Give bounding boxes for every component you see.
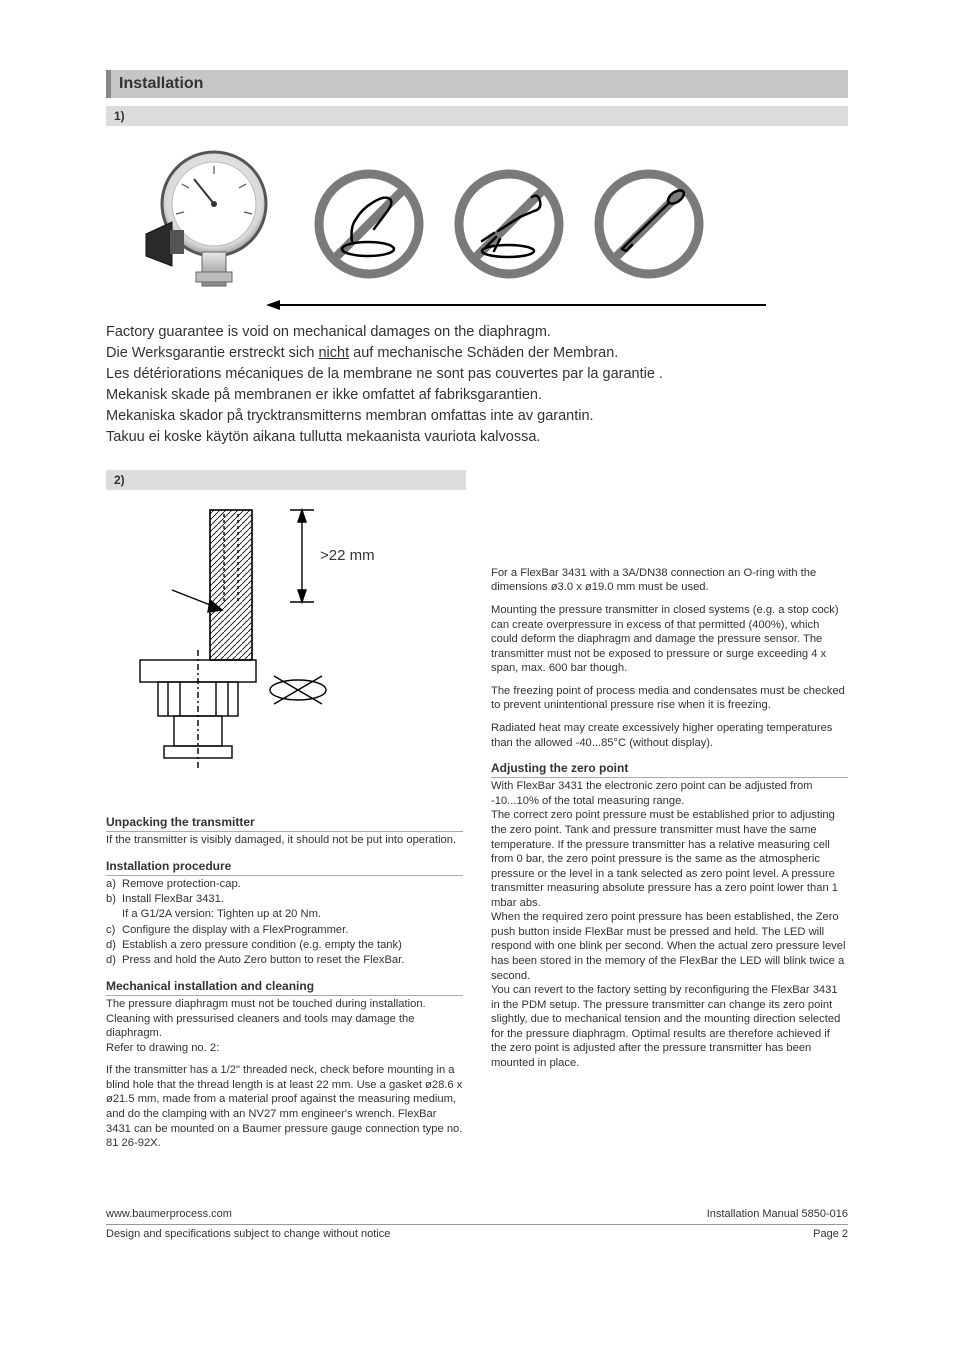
footer-disclaimer: Design and specifications subject to cha…	[106, 1227, 390, 1242]
footer-manual: Installation Manual 5850-016	[707, 1207, 848, 1222]
warranty-fi: Takuu ei koske käytön aikana tullutta me…	[106, 427, 848, 448]
heading-unpacking: Unpacking the transmitter	[106, 814, 463, 832]
figure-2-drawing: >22 mm	[110, 500, 463, 794]
warranty-sv: Mekaniska skador på trycktransmitterns m…	[106, 406, 848, 427]
section-header: Installation	[106, 70, 848, 98]
figure-1-row	[106, 126, 848, 316]
footer-page: Page 2	[813, 1227, 848, 1242]
text-zero-1: With FlexBar 3431 the electronic zero po…	[491, 779, 848, 808]
heading-zero: Adjusting the zero point	[491, 760, 848, 778]
text-mechanical-1: The pressure diaphragm must not be touch…	[106, 997, 463, 1041]
text-unpacking: If the transmitter is visibly damaged, i…	[106, 833, 463, 848]
diagram-arrow	[266, 300, 766, 310]
no-pressure-wash-icon	[454, 169, 564, 279]
text-mechanical-2: If the transmitter has a 1/2" threaded n…	[106, 1063, 463, 1150]
procedure-list: a)Remove protection-cap. b)Install FlexB…	[106, 877, 463, 968]
fig2-annotation: >22 mm	[320, 547, 375, 564]
two-column-layout: 2)	[106, 470, 848, 1159]
text-overpressure: Mounting the pressure transmitter in clo…	[491, 603, 848, 676]
warranty-text-block: Factory guarantee is void on mechanical …	[106, 322, 848, 448]
text-heat: Radiated heat may create excessively hig…	[491, 721, 848, 750]
no-screwdriver-icon	[594, 169, 704, 279]
pressure-gauge-illustration	[124, 144, 284, 304]
text-zero-2: The correct zero point pressure must be …	[491, 808, 848, 910]
figure-2-label: 2)	[106, 470, 466, 490]
no-touch-icon	[314, 169, 424, 279]
footer-url: www.baumerprocess.com	[106, 1207, 232, 1222]
left-column: 2)	[106, 470, 463, 1159]
warranty-de: Die Werksgarantie erstreckt sich nicht a…	[106, 343, 848, 364]
heading-procedure: Installation procedure	[106, 858, 463, 876]
warranty-fr: Les détériorations mécaniques de la memb…	[106, 364, 848, 385]
heading-mechanical: Mechanical installation and cleaning	[106, 978, 463, 996]
warranty-da: Mekanisk skade på membranen er ikke omfa…	[106, 385, 848, 406]
right-column: For a FlexBar 3431 with a 3A/DN38 connec…	[491, 470, 848, 1079]
warranty-en: Factory guarantee is void on mechanical …	[106, 322, 848, 343]
text-freezing: The freezing point of process media and …	[491, 684, 848, 713]
page-footer: www.baumerprocess.com Installation Manua…	[106, 1207, 848, 1244]
figure-1-label: 1)	[106, 106, 848, 126]
text-mechanical-1b: Refer to drawing no. 2:	[106, 1041, 463, 1056]
text-zero-3: When the required zero point pressure ha…	[491, 910, 848, 983]
text-zero-4: You can revert to the factory setting by…	[491, 983, 848, 1070]
text-oring: For a FlexBar 3431 with a 3A/DN38 connec…	[491, 566, 848, 595]
